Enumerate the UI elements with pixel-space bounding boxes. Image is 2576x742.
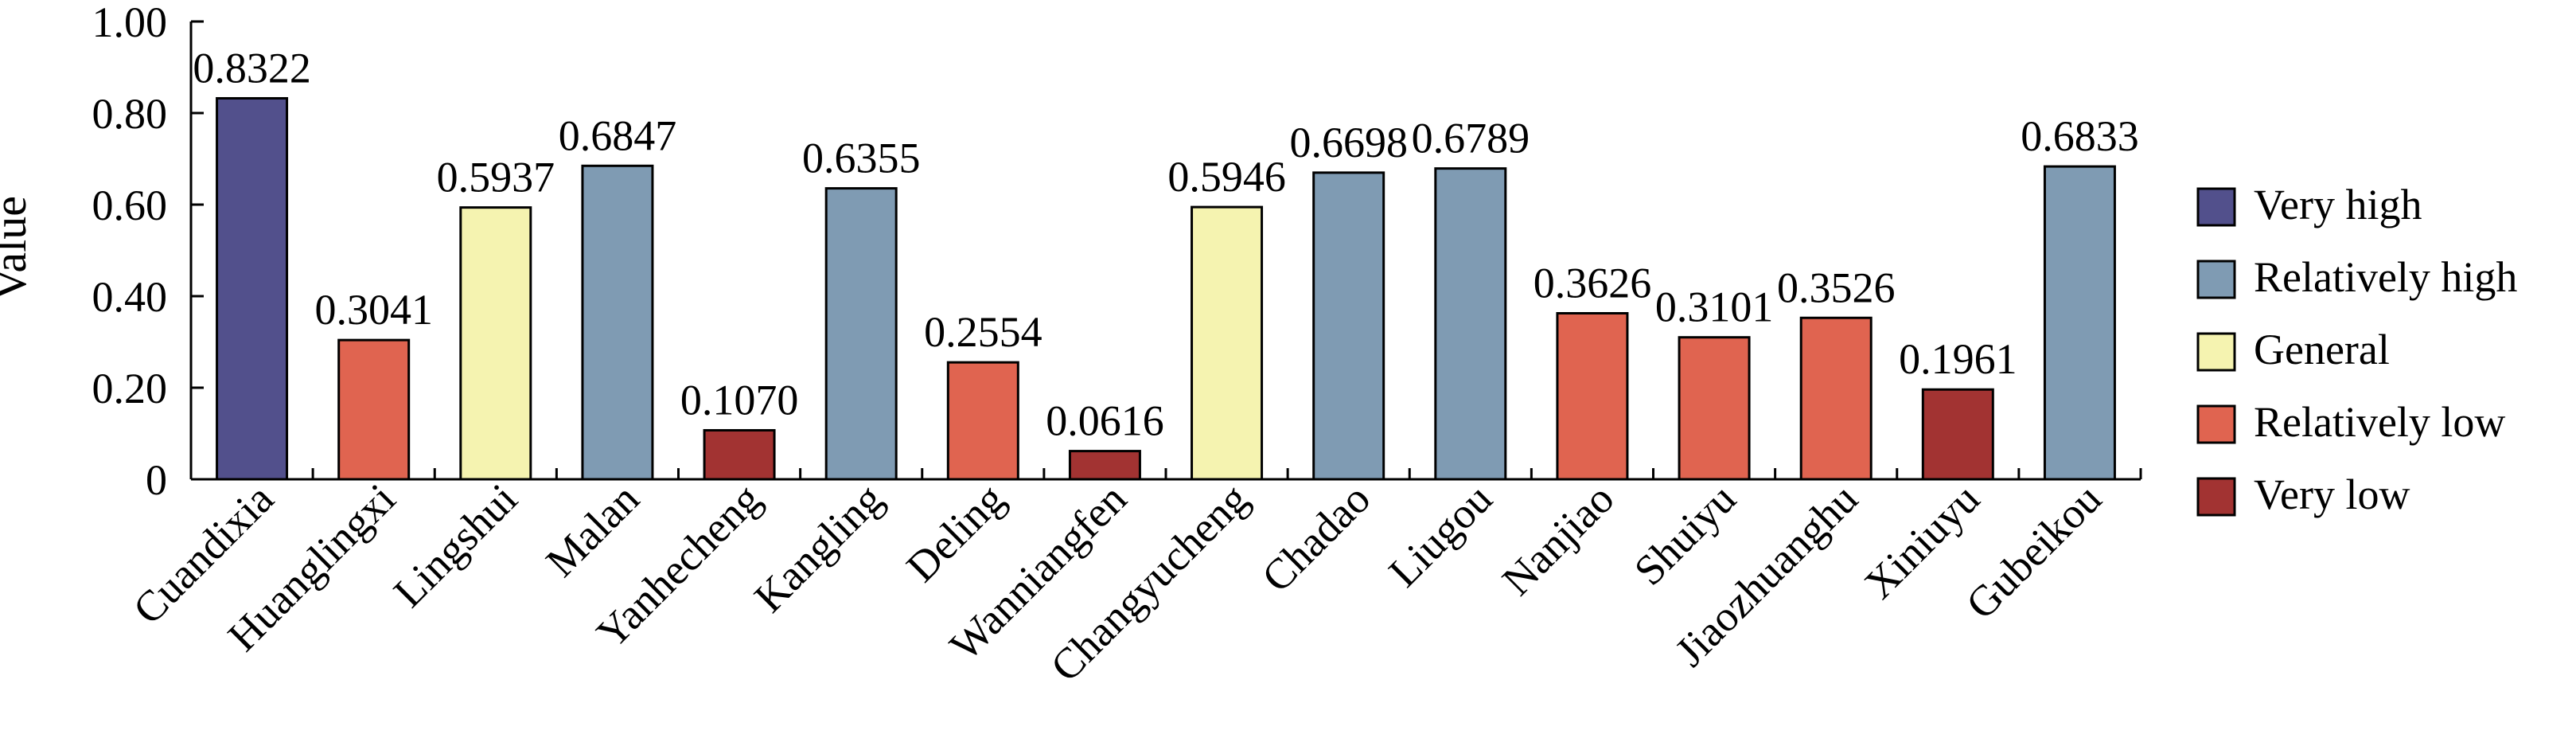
x-tick-label: Deling (897, 474, 1013, 591)
bar-value-label: 0.1070 (680, 376, 799, 424)
legend-swatch (2196, 477, 2236, 517)
x-tick-label: Malan (536, 474, 648, 586)
y-tick-label: 0.40 (92, 273, 168, 321)
bar (1799, 316, 1873, 481)
bar-value-label: 0.3626 (1534, 260, 1652, 307)
legend-label: Very high (2254, 181, 2422, 228)
bar-value-label: 0.0616 (1046, 397, 1164, 445)
y-axis-label: Value (0, 196, 36, 301)
x-tick-label: Nanjiao (1493, 474, 1623, 604)
x-tick-label: Liugou (1380, 474, 1502, 596)
bar (216, 96, 289, 481)
bar (337, 338, 411, 481)
bar (1921, 388, 1994, 481)
bar (1434, 167, 1507, 481)
y-tick-label: 0.80 (92, 90, 168, 138)
bar-value-label: 0.1961 (1899, 335, 2017, 383)
bar (2043, 165, 2116, 481)
bar (1191, 205, 1264, 481)
y-tick-labels: 0 0.20 0.40 0.60 0.80 1.00 (92, 0, 168, 504)
bar (459, 206, 532, 481)
bar-value-label: 0.8322 (193, 44, 311, 92)
bar-value-label: 0.6789 (1412, 115, 1530, 162)
bar (703, 428, 776, 481)
x-tick-label: Kangling (745, 474, 892, 622)
y-tick-label: 1.00 (92, 0, 168, 46)
legend-label: Relatively high (2254, 253, 2517, 301)
bar (1312, 171, 1385, 481)
x-tick-label: Shuiyu (1625, 474, 1745, 595)
bar-value-label: 0.6698 (1289, 119, 1408, 166)
bar (946, 361, 1019, 481)
bar (1068, 450, 1141, 481)
bar-value-label: 0.6847 (559, 111, 677, 159)
bar-value-label: 0.6355 (802, 135, 921, 182)
legend-label: General (2254, 326, 2390, 373)
bar-value-label: 0.3041 (314, 286, 433, 334)
bar (1556, 312, 1629, 481)
legend-swatch (2196, 332, 2236, 372)
bar-value-label: 0.3101 (1655, 283, 1774, 331)
x-tick-label: Lingshui (384, 474, 526, 616)
bar-value-label: 0.2554 (924, 308, 1042, 356)
legend-label: Relatively low (2254, 398, 2505, 446)
y-tick-label: 0.60 (92, 182, 168, 229)
y-tick-label: 0.20 (92, 365, 168, 412)
legend-swatch (2196, 187, 2236, 227)
legend-swatch (2196, 404, 2236, 444)
x-tick-label: Gubeikou (1957, 474, 2110, 628)
bar-value-label: 0.6833 (2021, 112, 2139, 160)
bar-value-label: 0.3526 (1777, 264, 1896, 311)
bars (216, 96, 2116, 481)
bar-value-label: 0.5946 (1167, 153, 1286, 201)
bar (824, 187, 898, 481)
bar (1678, 336, 1751, 481)
x-tick-label: Chadao (1253, 474, 1379, 601)
bar-value-label: 0.5937 (437, 154, 555, 201)
legend-swatch (2196, 260, 2236, 299)
bar (581, 164, 654, 481)
legend: Very high Relatively high General Relativel… (2196, 181, 2517, 518)
legend-label: Very low (2254, 471, 2410, 518)
y-tick-label: 0 (146, 456, 167, 504)
